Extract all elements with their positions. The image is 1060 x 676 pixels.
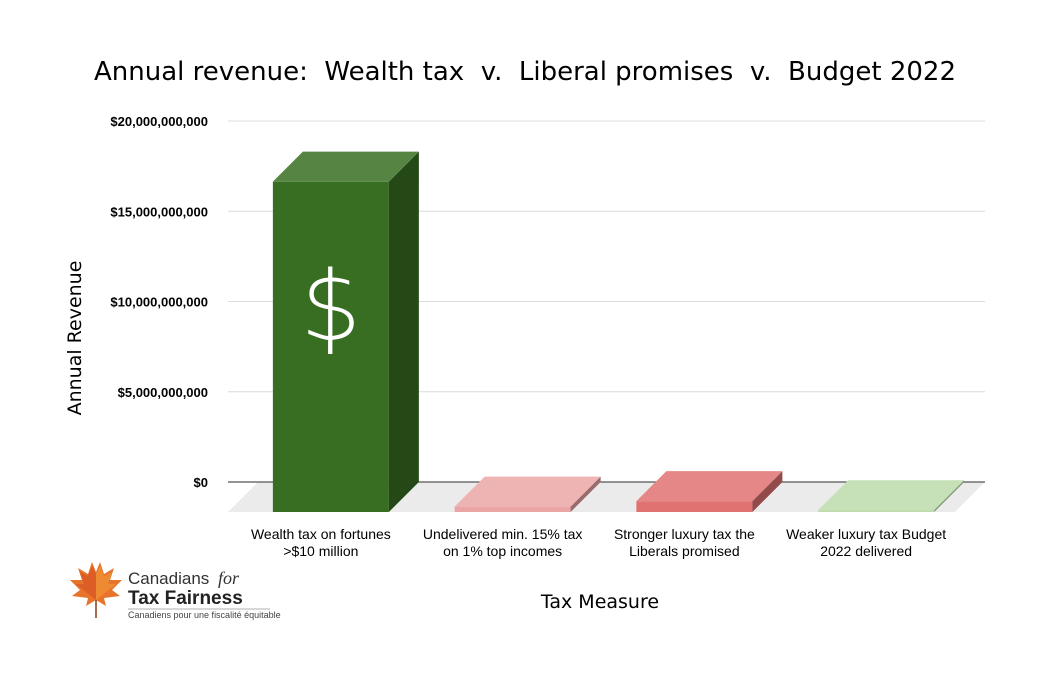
bar-side — [570, 476, 601, 512]
x-category-label: Weaker luxury tax Budget 2022 delivered — [786, 526, 946, 559]
x-axis-categories: Wealth tax on fortunes >$10 million Undeli… — [251, 526, 946, 559]
bar-front — [636, 501, 753, 512]
x-category-label: Wealth tax on fortunes >$10 million — [251, 526, 391, 559]
y-axis-label: Annual Revenue — [64, 261, 86, 416]
chart-floor — [228, 482, 985, 512]
x-category-label: Stronger luxury tax the Liberals promised — [614, 526, 755, 559]
bar-front — [272, 181, 389, 512]
logo-line3: Canadiens pour une fiscalité équitable — [128, 610, 281, 620]
bar-front — [454, 506, 571, 512]
bar — [636, 471, 783, 512]
dollar-sign-annotation: $ — [300, 251, 361, 363]
bar — [454, 476, 601, 512]
canadians-for-tax-fairness-logo: Canadians for Tax Fairness Canadiens pou… — [70, 562, 281, 620]
logo-line1-italic: for — [218, 568, 240, 588]
y-tick-label: $10,000,000,000 — [110, 295, 208, 310]
chart-title: Annual revenue: Wealth tax v. Liberal pr… — [94, 57, 956, 87]
bar: $ — [272, 151, 419, 512]
x-category-label: Undelivered min. 15% tax on 1% top income… — [423, 526, 583, 559]
bar-top — [636, 471, 783, 502]
bar — [818, 480, 965, 512]
y-tick-label: $5,000,000,000 — [118, 385, 208, 400]
bar-top — [454, 476, 601, 507]
x-axis-label: Tax Measure — [540, 591, 659, 613]
bar-side — [934, 480, 965, 512]
logo-line2: Tax Fairness — [128, 588, 243, 609]
bar-side — [752, 471, 783, 512]
bar-top — [272, 151, 419, 182]
bar-side — [388, 151, 419, 512]
y-tick-label: $20,000,000,000 — [110, 114, 208, 129]
bar-top — [818, 480, 965, 511]
logo-line1: Canadians — [128, 569, 209, 588]
y-tick-label: $15,000,000,000 — [110, 204, 208, 219]
maple-leaf-icon — [70, 562, 122, 618]
bars: $ — [272, 151, 965, 512]
y-tick-label: $0 — [194, 475, 208, 490]
floor-plane — [228, 482, 985, 512]
y-axis-ticks: $0 $5,000,000,000 $10,000,000,000 $15,000,0… — [110, 114, 208, 490]
bar-front — [818, 510, 935, 512]
svg-text:Canadians for: Canadians for — [128, 568, 240, 588]
